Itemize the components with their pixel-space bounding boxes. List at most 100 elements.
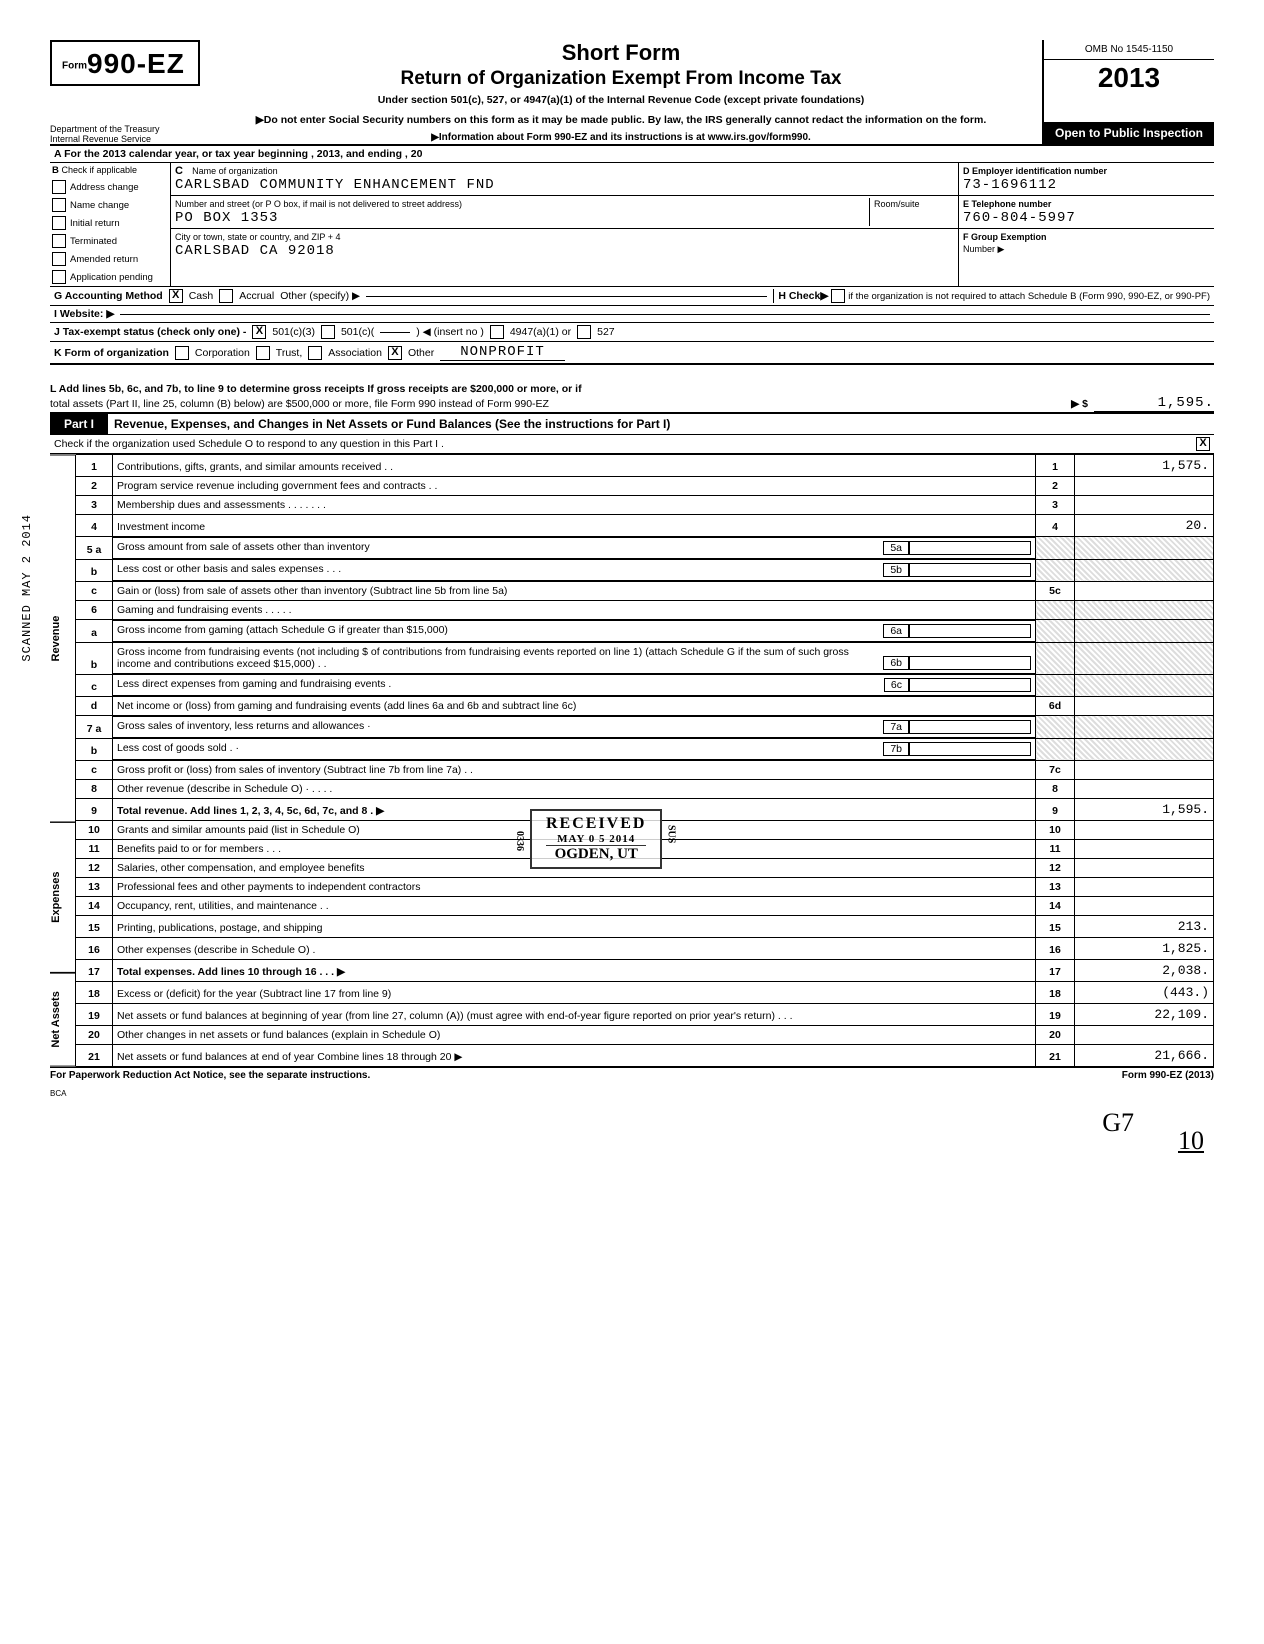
- cb-corporation[interactable]: [175, 346, 189, 360]
- line-l: L Add lines 5b, 6c, and 7b, to line 9 to…: [50, 383, 1214, 412]
- lines-table: 1Contributions, gifts, grants, and simil…: [76, 454, 1214, 1067]
- cb-accrual[interactable]: [219, 289, 233, 303]
- row-21: 21Net assets or fund balances at end of …: [76, 1045, 1214, 1067]
- line-j: J Tax-exempt status (check only one) - X…: [50, 323, 1214, 342]
- stamp-date: MAY 0 5 2014: [546, 833, 646, 845]
- footer-left: For Paperwork Reduction Act Notice, see …: [50, 1070, 370, 1081]
- part-1-header: Part I Revenue, Expenses, and Changes in…: [50, 412, 1214, 435]
- opt-name-change: Name change: [70, 200, 129, 211]
- cb-trust[interactable]: [256, 346, 270, 360]
- opt-accrual: Accrual: [239, 290, 274, 302]
- part-1-title: Revenue, Expenses, and Changes in Net As…: [108, 417, 670, 431]
- block-c: C Name of organization CARLSBAD COMMUNIT…: [171, 163, 958, 286]
- block-h-text: if the organization is not required to a…: [848, 291, 1210, 302]
- opt-other-method: Other (specify) ▶: [280, 290, 360, 302]
- opt-corporation: Corporation: [195, 347, 250, 359]
- opt-cash: Cash: [189, 290, 214, 302]
- cb-527[interactable]: [577, 325, 591, 339]
- tax-year: 2013: [1044, 60, 1214, 96]
- row-6b: bGross income from fundraising events (n…: [76, 642, 1214, 674]
- addr-label: Number and street (or P O box, if mail i…: [175, 199, 462, 209]
- opt-address-change: Address change: [70, 182, 139, 193]
- omb-number: OMB No 1545-1150: [1044, 40, 1214, 60]
- row-19: 19Net assets or fund balances at beginni…: [76, 1004, 1214, 1026]
- row-7b: bLess cost of goods sold . ·7b: [76, 738, 1214, 761]
- block-c-label: C: [175, 165, 183, 177]
- opt-terminated: Terminated: [70, 236, 117, 247]
- cb-address-change[interactable]: [52, 180, 66, 194]
- title-block: Short Form Return of Organization Exempt…: [200, 40, 1042, 143]
- cb-name-change[interactable]: [52, 198, 66, 212]
- cb-schedule-o[interactable]: X: [1196, 437, 1210, 451]
- hand-g7: G7: [1102, 1108, 1134, 1138]
- org-address: PO BOX 1353: [175, 210, 278, 226]
- footer: For Paperwork Reduction Act Notice, see …: [50, 1067, 1214, 1081]
- id-block: B Check if applicable Address change Nam…: [50, 163, 1214, 287]
- cb-501c3[interactable]: X: [252, 325, 266, 339]
- row-6: 6Gaming and fundraising events . . . . .: [76, 601, 1214, 620]
- stamp-location: OGDEN, UT: [546, 845, 646, 863]
- warning: ▶Do not enter Social Security numbers on…: [210, 114, 1032, 126]
- row-17: 17Total expenses. Add lines 10 through 1…: [76, 960, 1214, 982]
- cb-cash[interactable]: X: [169, 289, 183, 303]
- ein-value: 73-1696112: [963, 177, 1057, 193]
- cb-initial-return[interactable]: [52, 216, 66, 230]
- block-h-label: H Check▶: [778, 290, 828, 302]
- cb-terminated[interactable]: [52, 234, 66, 248]
- dept2: Internal Revenue Service: [50, 134, 151, 144]
- city-label: City or town, state or country, and ZIP …: [175, 232, 341, 242]
- cb-app-pending[interactable]: [52, 270, 66, 284]
- tax-status-label: J Tax-exempt status (check only one) -: [54, 326, 246, 338]
- row-18: 18Excess or (deficit) for the year (Subt…: [76, 982, 1214, 1004]
- form-label: Form: [62, 60, 87, 71]
- row-5b: bLess cost or other basis and sales expe…: [76, 559, 1214, 582]
- cb-other-org[interactable]: X: [388, 346, 402, 360]
- form-number-box: Form990-EZ: [50, 40, 200, 86]
- side-revenue: Revenue: [50, 454, 76, 822]
- side-expenses: Expenses: [50, 822, 76, 973]
- line-a: A For the 2013 calendar year, or tax yea…: [50, 146, 1214, 163]
- opt-4947: 4947(a)(1) or: [510, 326, 571, 338]
- cb-association[interactable]: [308, 346, 322, 360]
- row-15: 15Printing, publications, postage, and s…: [76, 916, 1214, 938]
- row-16: 16Other expenses (describe in Schedule O…: [76, 938, 1214, 960]
- opt-amended: Amended return: [70, 254, 138, 265]
- form-org-label: K Form of organization: [54, 347, 169, 359]
- cb-amended[interactable]: [52, 252, 66, 266]
- cb-501c[interactable]: [321, 325, 335, 339]
- part-1-check-text: Check if the organization used Schedule …: [54, 438, 1190, 450]
- opt-501c3: 501(c)(3): [272, 326, 315, 338]
- bca: BCA: [50, 1089, 1214, 1098]
- opt-association: Association: [328, 347, 382, 359]
- row-13: 13Professional fees and other payments t…: [76, 878, 1214, 897]
- scan-stamp: SCANNED MAY 2 2014: [20, 514, 34, 662]
- cb-schedule-b[interactable]: [831, 289, 845, 303]
- row-8: 8Other revenue (describe in Schedule O) …: [76, 780, 1214, 799]
- hand-10: 10: [1178, 1126, 1204, 1156]
- line-a-text: A For the 2013 calendar year, or tax yea…: [54, 148, 422, 160]
- opt-527: 527: [597, 326, 615, 338]
- block-b-hdr: B: [52, 165, 59, 176]
- other-org-value: NONPROFIT: [440, 344, 565, 361]
- row-6c: cLess direct expenses from gaming and fu…: [76, 674, 1214, 697]
- part-1-check: Check if the organization used Schedule …: [50, 435, 1214, 454]
- opt-initial-return: Initial return: [70, 218, 120, 229]
- phone-value: 760-804-5997: [963, 210, 1076, 226]
- line-l1: L Add lines 5b, 6c, and 7b, to line 9 to…: [50, 383, 582, 395]
- phone-label: E Telephone number: [963, 199, 1051, 209]
- opt-insert-no: ) ◀ (insert no ): [416, 326, 484, 338]
- row-14: 14Occupancy, rent, utilities, and mainte…: [76, 897, 1214, 916]
- omb-box: OMB No 1545-1150 2013 Open to Public Ins…: [1042, 40, 1214, 144]
- line-i: I Website: ▶: [50, 306, 1214, 323]
- subtitle: Under section 501(c), 527, or 4947(a)(1)…: [210, 94, 1032, 106]
- opt-other-org: Other: [408, 347, 434, 359]
- opt-501c: 501(c)(: [341, 326, 374, 338]
- line-g-h: G Accounting Method XCash Accrual Other …: [50, 287, 1214, 306]
- title-return: Return of Organization Exempt From Incom…: [210, 68, 1032, 90]
- gross-receipts: 1,595.: [1094, 395, 1214, 412]
- cb-4947[interactable]: [490, 325, 504, 339]
- org-name: CARLSBAD COMMUNITY ENHANCEMENT FND: [175, 177, 495, 193]
- website-label: I Website: ▶: [54, 308, 114, 320]
- side-net-assets: Net Assets: [50, 973, 76, 1067]
- group-exempt-number: Number ▶: [963, 244, 1004, 254]
